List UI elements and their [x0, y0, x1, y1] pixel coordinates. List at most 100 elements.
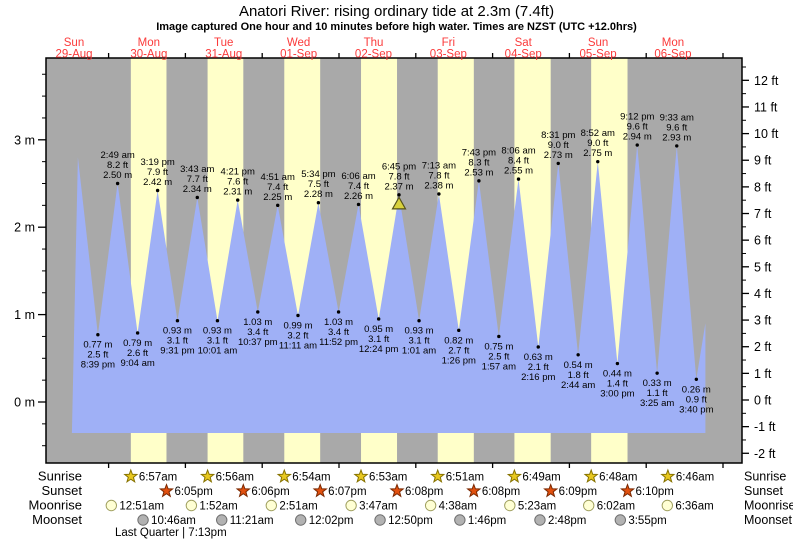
right-axis-label: 2 ft: [754, 340, 772, 354]
day-date-label: 03-Sep: [430, 49, 467, 61]
almanac-time-label: 6:46am: [676, 472, 714, 484]
low-tide-time-label: 9:04 am: [120, 358, 154, 369]
high-tide-m-label: 2.42 m: [143, 177, 172, 188]
low-tide-time-label: 3:00 pm: [600, 389, 634, 400]
high-tide-m-label: 2.75 m: [583, 148, 612, 159]
high-tide-time-label: 8:06 am: [501, 146, 535, 157]
low-tide-dot: [457, 328, 461, 333]
sunset-star-icon: [389, 483, 405, 498]
sunset-star-icon: [158, 483, 174, 498]
sunrise-star-icon: [276, 468, 292, 483]
high-tide-dot: [437, 192, 441, 196]
right-axis-label: 9 ft: [754, 154, 772, 168]
low-tide-m-label: 0.63 m: [524, 352, 553, 363]
low-tide-ft-label: 3.4 ft: [247, 327, 268, 338]
high-tide-dot: [236, 198, 240, 202]
low-tide-ft-label: 2.5 ft: [488, 351, 509, 362]
moonrise-circle-icon: [504, 499, 516, 512]
low-tide-time-label: 10:37 pm: [238, 337, 278, 348]
almanac-row-label-left: Sunrise: [38, 469, 82, 484]
low-tide-ft-label: 3.1 ft: [408, 336, 429, 347]
high-tide-dot: [356, 202, 361, 207]
almanac-row-label-right: Moonset: [744, 513, 792, 527]
high-tide-time-label: 3:43 am: [180, 164, 214, 175]
almanac-time-label: 6:53am: [369, 472, 407, 484]
high-tide-ft-label: 7.9 ft: [147, 167, 168, 178]
almanac-time-label: 6:48am: [599, 472, 637, 484]
moonrise-circle-icon: [185, 499, 198, 512]
moonset-circle-icon: [216, 514, 228, 526]
high-tide-ft-label: 7.8 ft: [388, 171, 409, 182]
high-tide-m-label: 2.94 m: [623, 132, 652, 143]
almanac-time-label: 2:48pm: [548, 515, 586, 527]
almanac-row-label-left: Moonset: [32, 512, 82, 527]
left-axis-label: 2 m: [14, 221, 35, 235]
almanac-row-label-right: Sunset: [744, 484, 783, 498]
almanac-time-label: 12:50pm: [388, 515, 433, 527]
low-tide-time-label: 3:40 pm: [679, 404, 713, 415]
low-tide-dot: [497, 334, 501, 339]
almanac-time-label: 4:38am: [439, 501, 477, 513]
day-date-label: 30-Aug: [130, 49, 167, 61]
chart-subtitle: Image captured One hour and 10 minutes b…: [156, 21, 637, 33]
low-tide-time-label: 8:39 pm: [81, 360, 115, 371]
high-tide-ft-label: 9.0 ft: [587, 138, 608, 149]
right-axis-label: 4 ft: [754, 287, 772, 301]
low-tide-m-label: 1.03 m: [324, 317, 353, 328]
almanac-time-label: 6:05pm: [174, 486, 212, 498]
low-tide-m-label: 0.82 m: [444, 335, 473, 346]
right-axis-label: 11 ft: [754, 100, 778, 114]
low-tide-dot: [256, 310, 260, 314]
low-tide-m-label: 0.93 m: [163, 326, 192, 337]
right-axis-label: -1 ft: [754, 420, 776, 434]
high-tide-time-label: 4:21 pm: [221, 167, 255, 178]
sunset-star-icon: [235, 483, 251, 498]
low-tide-ft-label: 0.9 ft: [686, 394, 707, 405]
day-date-label: 31-Aug: [205, 49, 242, 61]
high-tide-time-label: 9:12 pm: [620, 112, 654, 123]
right-axis-label: 6 ft: [754, 234, 772, 248]
low-tide-m-label: 0.99 m: [283, 320, 312, 331]
moonrise-circle-icon: [583, 499, 595, 512]
high-tide-ft-label: 7.4 ft: [348, 181, 369, 192]
left-axis-label: 1 m: [14, 308, 35, 322]
low-tide-dot: [336, 310, 341, 314]
almanac-time-label: 1:46pm: [468, 515, 506, 527]
high-tide-m-label: 2.34 m: [183, 184, 212, 195]
moonrise-circle-icon: [265, 499, 278, 512]
high-tide-time-label: 5:34 pm: [301, 169, 335, 180]
day-date-label: 04-Sep: [505, 49, 542, 61]
almanac-time-label: 6:36am: [675, 501, 713, 513]
low-tide-ft-label: 3.4 ft: [328, 327, 349, 338]
sunrise-star-icon: [123, 468, 139, 483]
moonset-circle-icon: [137, 514, 149, 526]
low-tide-m-label: 0.79 m: [123, 338, 152, 349]
moonset-circle-icon: [295, 514, 307, 526]
low-tide-dot: [576, 353, 580, 357]
sunset-star-icon: [312, 483, 328, 498]
day-name-label: Wed: [287, 37, 310, 49]
low-tide-m-label: 0.26 m: [682, 384, 711, 395]
almanac-time-label: 5:23am: [518, 501, 556, 513]
day-date-label: 06-Sep: [654, 49, 691, 61]
moonrise-circle-icon: [345, 499, 357, 512]
low-tide-m-label: 0.54 m: [564, 360, 593, 371]
right-axis-label: -2 ft: [754, 447, 776, 461]
high-tide-time-label: 8:52 am: [581, 128, 615, 139]
high-tide-time-label: 7:13 am: [422, 160, 456, 171]
low-tide-ft-label: 3.1 ft: [167, 336, 188, 347]
day-name-label: Sat: [515, 37, 533, 49]
high-tide-time-label: 9:33 am: [660, 112, 694, 123]
sunrise-star-icon: [583, 468, 599, 483]
low-tide-dot: [215, 319, 220, 323]
low-tide-ft-label: 2.1 ft: [528, 362, 549, 373]
low-tide-m-label: 0.33 m: [643, 378, 672, 389]
high-tide-m-label: 2.26 m: [344, 191, 373, 202]
almanac-time-label: 6:07pm: [328, 486, 366, 498]
high-tide-dot: [635, 143, 639, 147]
low-tide-dot: [96, 333, 100, 337]
day-name-label: Fri: [442, 37, 455, 49]
low-tide-m-label: 0.95 m: [364, 324, 393, 335]
low-tide-dot: [296, 313, 300, 318]
